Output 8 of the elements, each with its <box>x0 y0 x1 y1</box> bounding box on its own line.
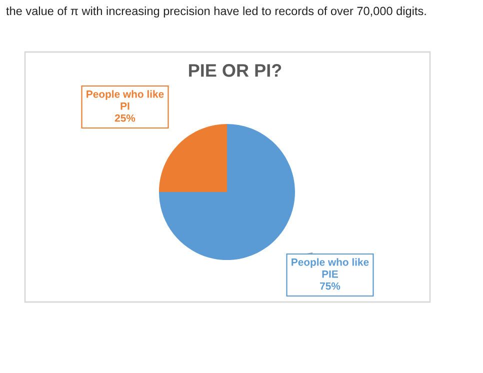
slice-label: People who like PIE <box>292 258 369 278</box>
chart-title: PIE OR PI? <box>189 64 282 77</box>
data-label: 25% <box>114 114 136 122</box>
slice-label: People who like PI <box>86 90 164 110</box>
data-label: 75% <box>320 282 340 290</box>
text: the value of π with increasing precision have led to records of over 70,000 digits. <box>6 6 426 18</box>
pie-slice <box>159 124 227 192</box>
pie-slice <box>159 124 295 260</box>
